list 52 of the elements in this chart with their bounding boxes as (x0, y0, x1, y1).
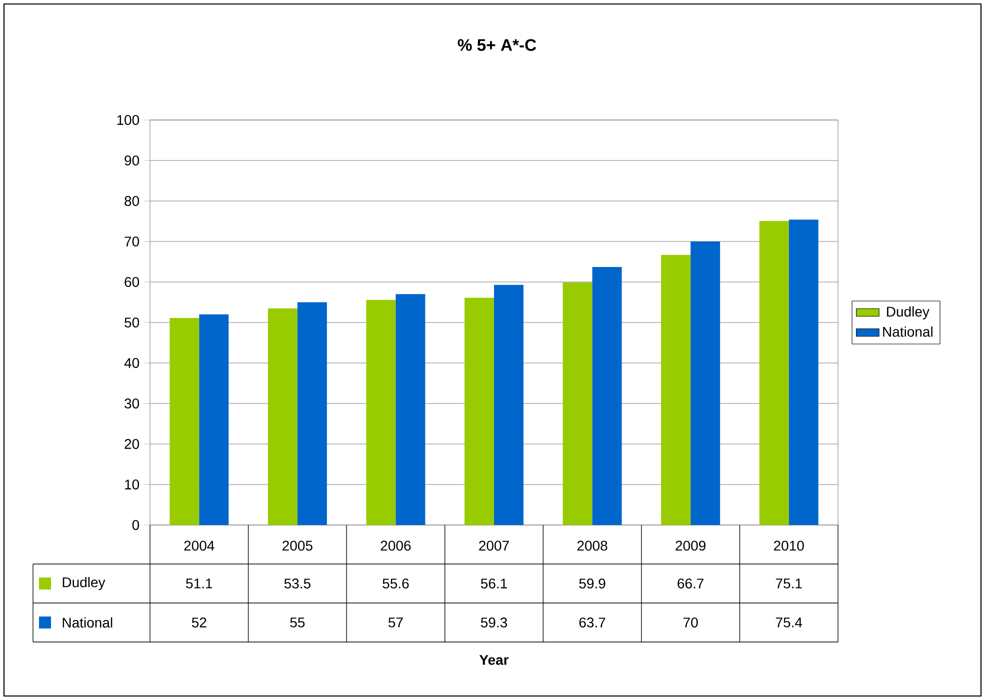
bar (366, 300, 396, 525)
y-tick-label: 40 (124, 358, 140, 368)
bar (268, 308, 298, 525)
data-label: 59.9 (579, 578, 606, 588)
data-label: 75.4 (776, 618, 802, 628)
y-tick-label: 90 (124, 156, 140, 166)
bar (690, 241, 720, 525)
text: Dudley (887, 306, 930, 320)
x-tick-label: 2010 (774, 540, 804, 551)
y-tick-label: 70 (124, 236, 140, 246)
y-tick-label: 100 (117, 115, 140, 125)
data-label: 57 (388, 618, 403, 628)
y-tick-label: 0 (132, 520, 140, 530)
data-label: 53.5 (284, 578, 310, 588)
bar (170, 318, 200, 525)
y-tick-label: 20 (124, 439, 140, 449)
bar (661, 254, 691, 525)
y-tick-label: 60 (124, 277, 140, 287)
y-tick-label: 80 (124, 196, 140, 206)
x-tick-label: 2009 (676, 540, 706, 551)
data-label: 51.1 (186, 578, 212, 588)
text: National (62, 617, 112, 628)
bar (494, 284, 524, 525)
x-tick-label: 2006 (380, 540, 411, 551)
bar (788, 220, 818, 525)
data-label: 75.1 (776, 578, 802, 588)
x-tick-label: 2008 (577, 540, 608, 551)
legend-label: Dudley (62, 576, 106, 590)
data-label: 59.3 (480, 618, 508, 628)
data-label: 63.7 (579, 618, 606, 628)
data-label: 70 (684, 618, 698, 628)
data-label: 55 (290, 618, 305, 628)
data-label: 66.7 (678, 578, 704, 588)
bar (562, 282, 592, 525)
bar (464, 298, 494, 525)
x-tick-label: 2007 (479, 540, 509, 551)
bar (297, 302, 327, 525)
y-tick-label: 50 (124, 318, 140, 328)
data-label: 56.1 (480, 578, 507, 588)
x-tick-label: 2005 (282, 540, 312, 551)
bar (759, 220, 789, 525)
x-tick-label: 2004 (184, 540, 214, 551)
bar (592, 267, 622, 525)
bar (396, 294, 426, 525)
y-tick-label: 30 (124, 398, 140, 408)
legend-label: National (883, 326, 932, 337)
y-tick-label: 10 (125, 480, 140, 490)
text: Year (479, 655, 509, 665)
chart-title: % 5+ A*-C (458, 39, 536, 51)
data-label: 55.6 (382, 578, 409, 588)
bar (199, 314, 229, 525)
data-label: 52 (192, 618, 206, 628)
